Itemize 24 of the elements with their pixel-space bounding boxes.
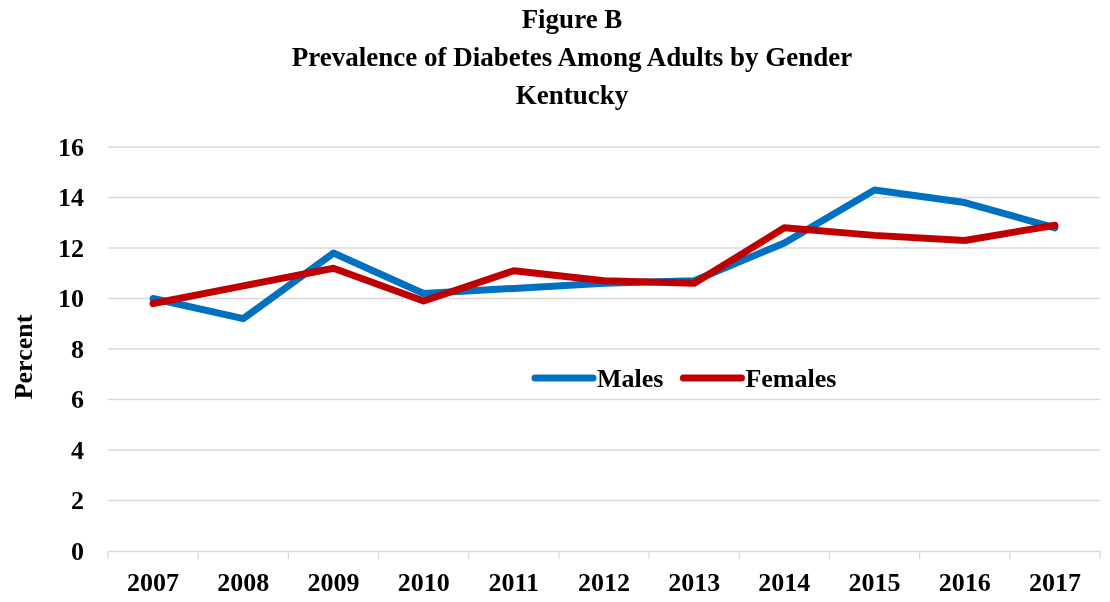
- legend-label: Males: [597, 364, 664, 393]
- x-tick-label: 2011: [488, 568, 540, 598]
- y-tick-label: 6: [71, 385, 84, 415]
- x-tick-label: 2007: [127, 568, 180, 598]
- y-tick-label: 4: [71, 435, 84, 465]
- x-tick-label: 2015: [848, 568, 901, 598]
- y-tick-label: 16: [58, 132, 84, 162]
- x-tick-label: 2013: [668, 568, 721, 598]
- x-tick-label: 2012: [578, 568, 630, 598]
- y-axis-title: Percent: [9, 314, 38, 400]
- x-tick-label: 2010: [397, 568, 450, 598]
- chart-title: Figure B Prevalence of Diabetes Among Adults by Gender Kentucky: [291, 4, 853, 110]
- x-tick-label: 2016: [938, 568, 991, 598]
- x-tick-label: 2017: [1028, 568, 1081, 598]
- y-tick-label: 2: [71, 486, 84, 516]
- legend-label: Females: [745, 364, 837, 393]
- y-tick-label: 12: [58, 233, 84, 263]
- x-tick-label: 2014: [758, 568, 811, 598]
- y-tick-label: 8: [71, 334, 84, 364]
- x-tick-label: 2008: [217, 568, 270, 598]
- y-tick-label: 14: [58, 183, 84, 213]
- y-tick-label: 10: [58, 284, 84, 314]
- y-tick-label: 0: [71, 536, 84, 566]
- x-tick-label: 2009: [307, 568, 360, 598]
